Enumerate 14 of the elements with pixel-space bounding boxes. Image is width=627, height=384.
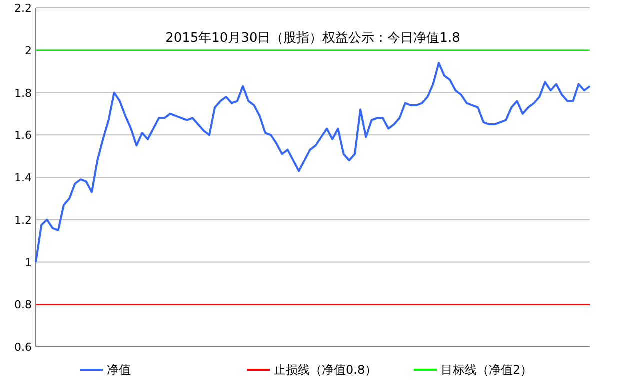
text: 2015年10月30日（股指）权益公示：今日净值1.8 bbox=[166, 31, 460, 46]
y-tick-label: 2.2 bbox=[14, 2, 32, 15]
y-tick-label: 0.8 bbox=[14, 298, 32, 312]
y-tick-label: 1.6 bbox=[14, 129, 32, 142]
y-tick-label: 1.8 bbox=[14, 86, 32, 100]
y-tick-label: 1.2 bbox=[14, 214, 32, 227]
line-series bbox=[35, 62, 591, 264]
y-tick-label: 2 bbox=[25, 44, 32, 58]
y-tick-label: 1 bbox=[25, 256, 32, 270]
legend-label: 净值 bbox=[107, 363, 131, 377]
y-tick-label: 1.4 bbox=[14, 172, 32, 184]
legend-label: 止损线（净值0.8） bbox=[274, 363, 378, 377]
y-tick-label: 0.6 bbox=[14, 341, 32, 354]
legend-label: 目标线（净值2） bbox=[441, 363, 533, 377]
